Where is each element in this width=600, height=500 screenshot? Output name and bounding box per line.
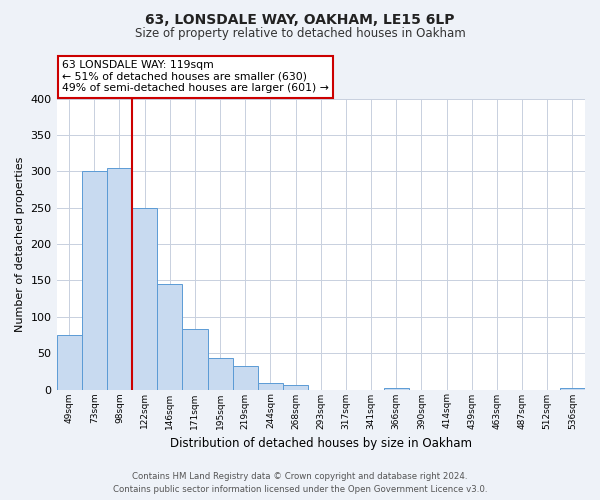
Bar bbox=[157, 284, 182, 390]
Bar bbox=[233, 366, 258, 390]
Bar bbox=[56, 335, 82, 390]
Bar bbox=[560, 388, 585, 390]
Text: 63, LONSDALE WAY, OAKHAM, LE15 6LP: 63, LONSDALE WAY, OAKHAM, LE15 6LP bbox=[145, 12, 455, 26]
Text: 63 LONSDALE WAY: 119sqm
← 51% of detached houses are smaller (630)
49% of semi-d: 63 LONSDALE WAY: 119sqm ← 51% of detache… bbox=[62, 60, 329, 93]
Text: Size of property relative to detached houses in Oakham: Size of property relative to detached ho… bbox=[134, 28, 466, 40]
Bar bbox=[258, 383, 283, 390]
Bar bbox=[283, 385, 308, 390]
Bar bbox=[82, 172, 107, 390]
Y-axis label: Number of detached properties: Number of detached properties bbox=[15, 156, 25, 332]
X-axis label: Distribution of detached houses by size in Oakham: Distribution of detached houses by size … bbox=[170, 437, 472, 450]
Bar bbox=[182, 329, 208, 390]
Bar bbox=[107, 168, 132, 390]
Bar bbox=[208, 358, 233, 390]
Bar bbox=[383, 388, 409, 390]
Bar bbox=[132, 208, 157, 390]
Text: Contains HM Land Registry data © Crown copyright and database right 2024.
Contai: Contains HM Land Registry data © Crown c… bbox=[113, 472, 487, 494]
